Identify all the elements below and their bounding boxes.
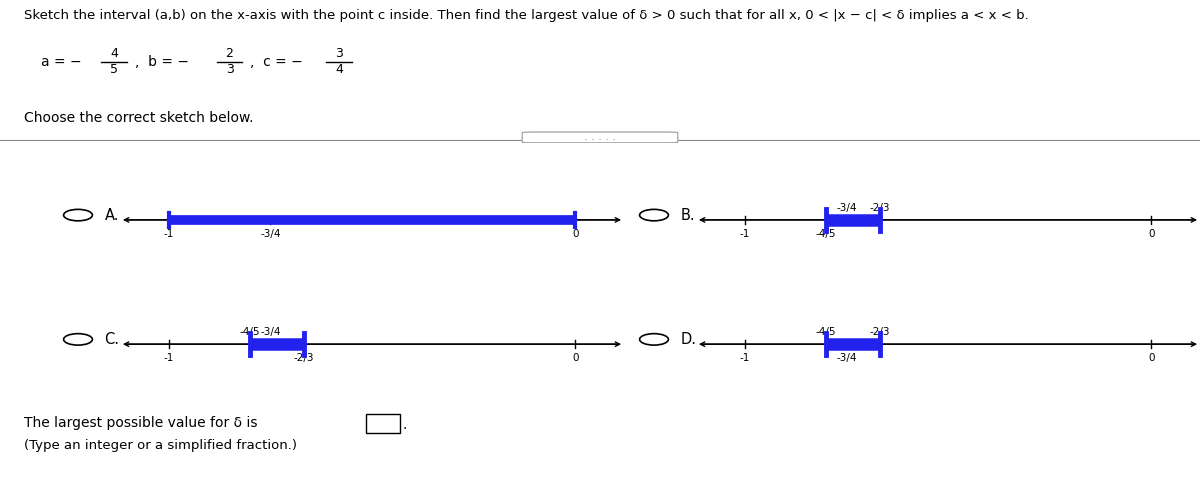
Text: 5: 5 xyxy=(110,63,119,76)
Text: -1: -1 xyxy=(739,229,750,239)
Text: 4: 4 xyxy=(110,47,119,60)
Text: -1: -1 xyxy=(163,229,174,239)
Text: 0: 0 xyxy=(1148,353,1154,363)
Text: -1: -1 xyxy=(739,353,750,363)
Text: D.: D. xyxy=(680,332,696,347)
Text: 0: 0 xyxy=(572,353,578,363)
FancyBboxPatch shape xyxy=(366,414,400,433)
Text: -3/4: -3/4 xyxy=(836,353,857,363)
Text: (Type an integer or a simplified fraction.): (Type an integer or a simplified fractio… xyxy=(24,439,298,452)
Text: Sketch the interval (a,b) on the x-axis with the point c inside. Then find the l: Sketch the interval (a,b) on the x-axis … xyxy=(24,9,1028,22)
Text: -2/3: -2/3 xyxy=(294,353,314,363)
Text: -3/4: -3/4 xyxy=(836,203,857,213)
Text: 3: 3 xyxy=(226,63,234,76)
Text: .: . xyxy=(402,418,407,433)
Text: ,  b = −: , b = − xyxy=(136,54,190,68)
Text: Choose the correct sketch below.: Choose the correct sketch below. xyxy=(24,111,253,125)
Text: 0: 0 xyxy=(1148,229,1154,239)
Text: 3: 3 xyxy=(335,47,343,60)
Text: ,  c = −: , c = − xyxy=(250,54,302,68)
Text: -4/5: -4/5 xyxy=(816,327,836,337)
Text: . . . . .: . . . . . xyxy=(584,132,616,142)
Text: -1: -1 xyxy=(163,353,174,363)
Text: The largest possible value for δ is: The largest possible value for δ is xyxy=(24,416,258,430)
Text: 4: 4 xyxy=(335,63,343,76)
Text: 2: 2 xyxy=(226,47,234,60)
Text: 0: 0 xyxy=(572,229,578,239)
Text: -4/5: -4/5 xyxy=(240,327,260,337)
Text: -3/4: -3/4 xyxy=(260,229,281,239)
Text: -3/4: -3/4 xyxy=(260,327,281,337)
Text: a = −: a = − xyxy=(42,54,82,68)
Text: -2/3: -2/3 xyxy=(870,203,890,213)
Text: -4/5: -4/5 xyxy=(816,229,836,239)
FancyBboxPatch shape xyxy=(522,132,678,143)
Text: C.: C. xyxy=(104,332,120,347)
Text: B.: B. xyxy=(680,207,695,223)
Text: -2/3: -2/3 xyxy=(870,327,890,337)
Text: A.: A. xyxy=(104,207,119,223)
